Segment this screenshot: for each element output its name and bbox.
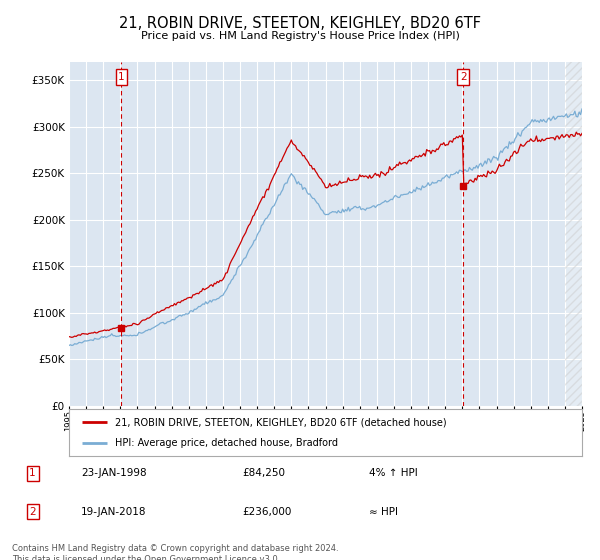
Text: ≈ HPI: ≈ HPI [369, 507, 398, 517]
Text: HPI: Average price, detached house, Bradford: HPI: Average price, detached house, Brad… [115, 438, 338, 448]
Text: 2: 2 [460, 72, 466, 82]
Bar [565, 62, 582, 406]
Text: 19-JAN-2018: 19-JAN-2018 [81, 507, 146, 517]
Text: 4% ↑ HPI: 4% ↑ HPI [369, 468, 418, 478]
Text: Price paid vs. HM Land Registry's House Price Index (HPI): Price paid vs. HM Land Registry's House … [140, 31, 460, 41]
Text: 2: 2 [29, 507, 36, 517]
Text: 1: 1 [118, 72, 125, 82]
Text: £236,000: £236,000 [242, 507, 292, 517]
Text: £84,250: £84,250 [242, 468, 286, 478]
Text: 1: 1 [29, 468, 36, 478]
Text: 23-JAN-1998: 23-JAN-1998 [81, 468, 147, 478]
Text: 21, ROBIN DRIVE, STEETON, KEIGHLEY, BD20 6TF (detached house): 21, ROBIN DRIVE, STEETON, KEIGHLEY, BD20… [115, 417, 447, 427]
Text: 21, ROBIN DRIVE, STEETON, KEIGHLEY, BD20 6TF: 21, ROBIN DRIVE, STEETON, KEIGHLEY, BD20… [119, 16, 481, 31]
Text: Contains HM Land Registry data © Crown copyright and database right 2024.
This d: Contains HM Land Registry data © Crown c… [12, 544, 338, 560]
Bar [565, 62, 582, 406]
